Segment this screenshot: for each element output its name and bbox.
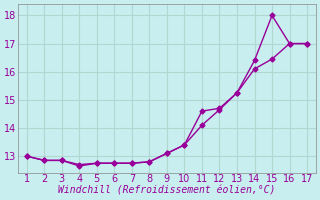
X-axis label: Windchill (Refroidissement éolien,°C): Windchill (Refroidissement éolien,°C) [58,186,276,196]
